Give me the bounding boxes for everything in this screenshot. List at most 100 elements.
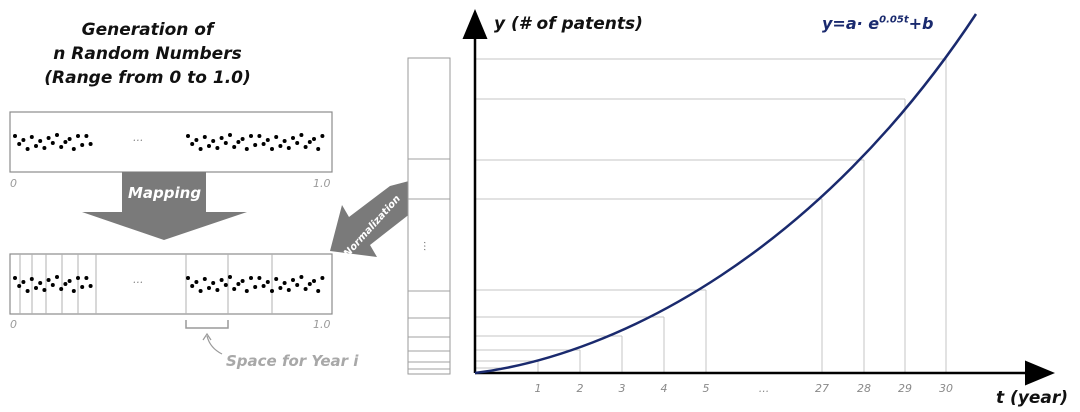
random-number-dot: [228, 275, 232, 279]
random-number-dot: [265, 280, 270, 284]
random-number-dot: [316, 147, 321, 151]
top-bar-start-label: 0: [10, 177, 17, 190]
x-tick-label: 5: [702, 382, 710, 395]
random-number-dot: [232, 145, 237, 149]
random-number-dot: [278, 286, 283, 290]
random-number-dot: [59, 287, 64, 291]
random-number-dot: [320, 134, 325, 138]
random-number-dot: [257, 276, 262, 280]
random-number-dot: [50, 283, 55, 287]
x-tick-label: 28: [857, 382, 871, 395]
random-number-dot: [80, 285, 85, 289]
random-number-dot: [198, 147, 203, 151]
random-number-dot: [274, 135, 279, 139]
random-number-dot: [261, 284, 266, 288]
random-number-dot: [67, 279, 72, 283]
random-number-dot: [190, 142, 195, 146]
random-number-dot: [34, 144, 38, 148]
mapping-arrow: [82, 172, 247, 240]
random-number-dot: [194, 280, 199, 284]
random-number-dot: [240, 137, 245, 141]
random-number-dot: [71, 147, 76, 151]
x-tick-label: 29: [898, 382, 912, 395]
formula-tail: +b: [908, 14, 934, 33]
random-number-dot: [207, 144, 211, 148]
chart-gridlines: [475, 58, 947, 373]
stack-dividers: [408, 158, 450, 370]
random-number-dot: [13, 134, 17, 138]
random-number-dot: [21, 138, 26, 142]
x-tick-label: 1: [534, 382, 542, 395]
random-number-dot: [295, 283, 300, 287]
random-number-dot: [244, 147, 249, 151]
random-number-dot: [29, 135, 34, 139]
random-number-dot: [274, 277, 279, 281]
bottom-bar-ellipsis: ...: [133, 273, 144, 286]
space-for-year-label: Space for Year i: [226, 352, 359, 370]
random-number-dot: [291, 278, 295, 282]
x-tick-label: 3: [618, 382, 626, 395]
random-number-dot: [42, 288, 47, 292]
random-number-dot: [291, 136, 295, 140]
random-number-dot: [38, 281, 43, 285]
random-number-dot: [76, 134, 80, 138]
random-number-dot: [312, 137, 316, 141]
random-number-dot: [88, 284, 93, 288]
random-number-dot: [228, 133, 232, 137]
x-axis-label: t (year): [996, 388, 1069, 408]
x-tick-label: ...: [758, 382, 770, 395]
random-number-dot: [223, 283, 228, 287]
top-bar-end-label: 1.0: [313, 177, 331, 190]
random-number-dot: [303, 287, 308, 291]
random-number-dot: [236, 140, 241, 144]
random-number-dot: [215, 288, 220, 292]
y-axis-label: y (# of patents): [494, 14, 643, 34]
title-line-3: (Range from 0 to 1.0): [44, 68, 251, 88]
formula-exponent: 0.05t: [879, 14, 909, 26]
random-number-dot: [282, 139, 287, 143]
random-number-dot: [186, 276, 190, 280]
random-number-dot: [194, 138, 199, 142]
random-number-dot: [282, 281, 287, 285]
top-bar-ellipsis: ...: [133, 131, 144, 144]
random-number-dot: [236, 282, 241, 286]
random-number-dot: [270, 289, 274, 293]
pointer-head: [202, 332, 212, 341]
random-dots-bottom: [13, 275, 325, 293]
random-number-dot: [21, 280, 26, 284]
x-tick-label: 2: [576, 382, 584, 395]
random-number-dot: [38, 139, 43, 143]
random-number-dot: [211, 139, 216, 143]
random-number-dot: [312, 279, 316, 283]
random-number-dot: [211, 281, 216, 285]
bottom-bar-end-label: 1.0: [313, 318, 331, 331]
random-number-dot: [320, 276, 325, 280]
year-space-bracket: [185, 320, 229, 329]
mapping-label: Mapping: [128, 184, 202, 202]
random-number-dot: [46, 136, 51, 140]
random-number-dot: [265, 138, 270, 142]
x-tick-label: 4: [660, 382, 668, 395]
random-number-dot: [71, 289, 76, 293]
stack-ellipsis: ...: [420, 241, 434, 252]
growth-curve: [474, 13, 978, 375]
random-number-dot: [25, 289, 30, 293]
normalized-stack: [407, 57, 451, 375]
random-number-dot: [278, 144, 283, 148]
title-line-2: n Random Numbers: [53, 44, 242, 64]
x-tick-label: 27: [815, 382, 829, 395]
random-number-dot: [295, 141, 300, 145]
random-number-dot: [207, 286, 211, 290]
random-number-dot: [50, 141, 55, 145]
title-line-1: Generation of: [81, 20, 214, 40]
random-number-dot: [17, 284, 22, 288]
random-number-dot: [299, 133, 304, 137]
random-number-dot: [307, 282, 312, 286]
random-number-dot: [257, 134, 262, 138]
formula-main: y=a· e: [822, 14, 880, 33]
random-number-dot: [215, 146, 220, 150]
random-number-dot: [63, 282, 68, 286]
random-number-dot: [244, 289, 249, 293]
random-number-dot: [249, 276, 253, 280]
random-number-dot: [299, 275, 304, 279]
